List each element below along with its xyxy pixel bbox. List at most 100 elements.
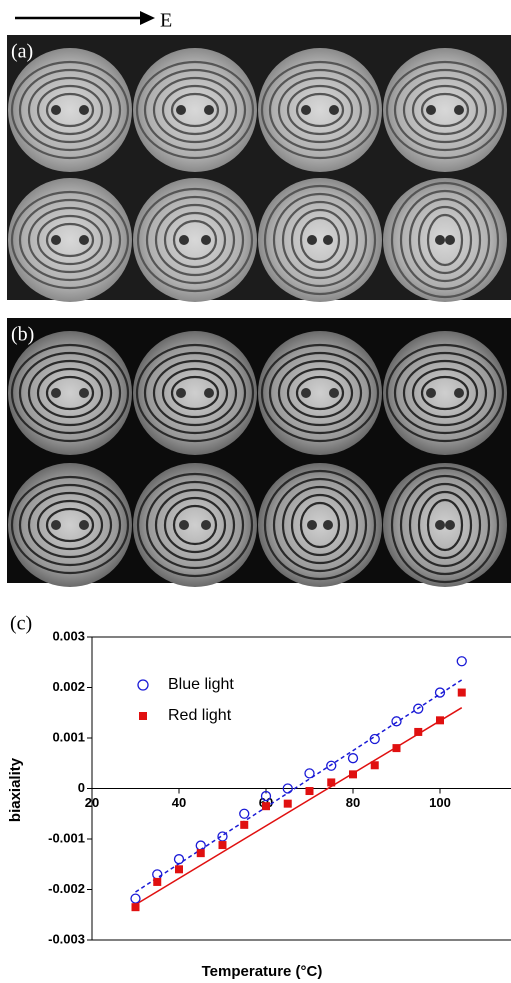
y-tick-label: -0.001 xyxy=(48,830,85,845)
fringe xyxy=(411,84,479,136)
isogyre xyxy=(51,520,61,530)
fringe xyxy=(10,190,130,290)
fringe xyxy=(27,76,113,144)
isogyre xyxy=(307,235,317,245)
fringe xyxy=(36,367,104,419)
data-point xyxy=(262,802,270,811)
fringe xyxy=(161,367,229,419)
fringe xyxy=(170,375,220,411)
fringe xyxy=(152,359,238,427)
isogyre xyxy=(51,235,61,245)
y-axis-title: biaxiality xyxy=(7,757,24,822)
fringe xyxy=(268,351,372,435)
fringe xyxy=(417,490,473,560)
fringe xyxy=(281,485,359,565)
trend-line xyxy=(135,707,463,906)
isogyre xyxy=(79,235,89,245)
data-point xyxy=(239,808,250,819)
conoscopic-disc xyxy=(8,463,132,587)
fringe xyxy=(286,84,354,136)
fringe xyxy=(135,60,255,160)
fringe xyxy=(277,76,363,144)
fringe xyxy=(135,343,255,443)
fringe xyxy=(299,501,341,549)
fringe xyxy=(36,499,104,551)
isogyre xyxy=(454,388,464,398)
fringe xyxy=(45,507,95,543)
x-tick-label: 100 xyxy=(429,795,451,810)
conoscopic-disc xyxy=(258,463,382,587)
fringe xyxy=(408,197,482,283)
conoscopic-disc xyxy=(8,48,132,172)
data-point xyxy=(304,768,315,779)
fringe xyxy=(27,359,113,427)
fringe xyxy=(136,472,254,578)
arrow-label: E xyxy=(160,10,172,32)
fringe xyxy=(426,498,464,552)
fringe xyxy=(263,469,377,581)
fringe xyxy=(281,200,359,280)
fringe xyxy=(390,181,500,299)
fringe xyxy=(286,367,354,419)
x-tick-label: 80 xyxy=(346,795,360,810)
isogyre xyxy=(176,105,186,115)
data-point xyxy=(347,753,359,764)
x-tick-label: 20 xyxy=(85,795,99,810)
isogyre xyxy=(454,105,464,115)
isogyre xyxy=(435,520,445,530)
fringe xyxy=(10,60,130,160)
legend-label: Blue light xyxy=(168,676,234,693)
panel-c-label: (c) xyxy=(10,613,32,635)
isogyre xyxy=(445,520,455,530)
fringe xyxy=(172,219,218,261)
panel-b-label: (b) xyxy=(11,324,34,346)
conoscopic-disc xyxy=(258,331,382,455)
data-point xyxy=(217,831,228,842)
trend-line xyxy=(135,679,463,893)
data-point xyxy=(240,820,249,829)
data-point xyxy=(413,703,424,714)
fringe xyxy=(385,60,505,160)
panel-a-label: (a) xyxy=(11,41,33,63)
fringe xyxy=(399,474,491,576)
y-tick-label: 0.003 xyxy=(52,628,85,643)
conoscopic-disc xyxy=(133,463,257,587)
isogyre xyxy=(323,235,333,245)
conoscopic-disc xyxy=(383,48,507,172)
fringe xyxy=(420,92,470,128)
data-point xyxy=(391,716,402,727)
fringe xyxy=(393,351,497,435)
x-tick-label: 40 xyxy=(172,795,186,810)
fringe xyxy=(152,76,238,144)
fringe xyxy=(390,466,500,584)
fringe xyxy=(18,198,122,282)
data-point xyxy=(392,744,401,753)
conoscopic-disc xyxy=(133,48,257,172)
fringe xyxy=(426,213,464,267)
isogyre xyxy=(79,520,89,530)
fringe xyxy=(260,60,380,160)
isogyre xyxy=(435,235,445,245)
fringe xyxy=(27,206,113,274)
fringe xyxy=(402,359,488,427)
isogyre xyxy=(426,105,436,115)
fringe xyxy=(290,208,350,272)
y-tick-label: -0.002 xyxy=(48,881,85,896)
isogyre xyxy=(179,235,189,245)
fringe xyxy=(10,343,130,443)
y-tick-label: 0 xyxy=(78,780,85,795)
fringe xyxy=(402,76,488,144)
data-point xyxy=(370,761,379,770)
fringe xyxy=(260,343,380,443)
data-point xyxy=(457,688,466,697)
fringe xyxy=(272,192,368,288)
isogyre xyxy=(301,105,311,115)
isogyre xyxy=(179,520,189,530)
fringe xyxy=(408,482,482,568)
isogyre xyxy=(176,388,186,398)
fringe xyxy=(18,68,122,152)
fringe xyxy=(170,92,220,128)
data-point xyxy=(175,865,183,874)
fringe xyxy=(420,375,470,411)
